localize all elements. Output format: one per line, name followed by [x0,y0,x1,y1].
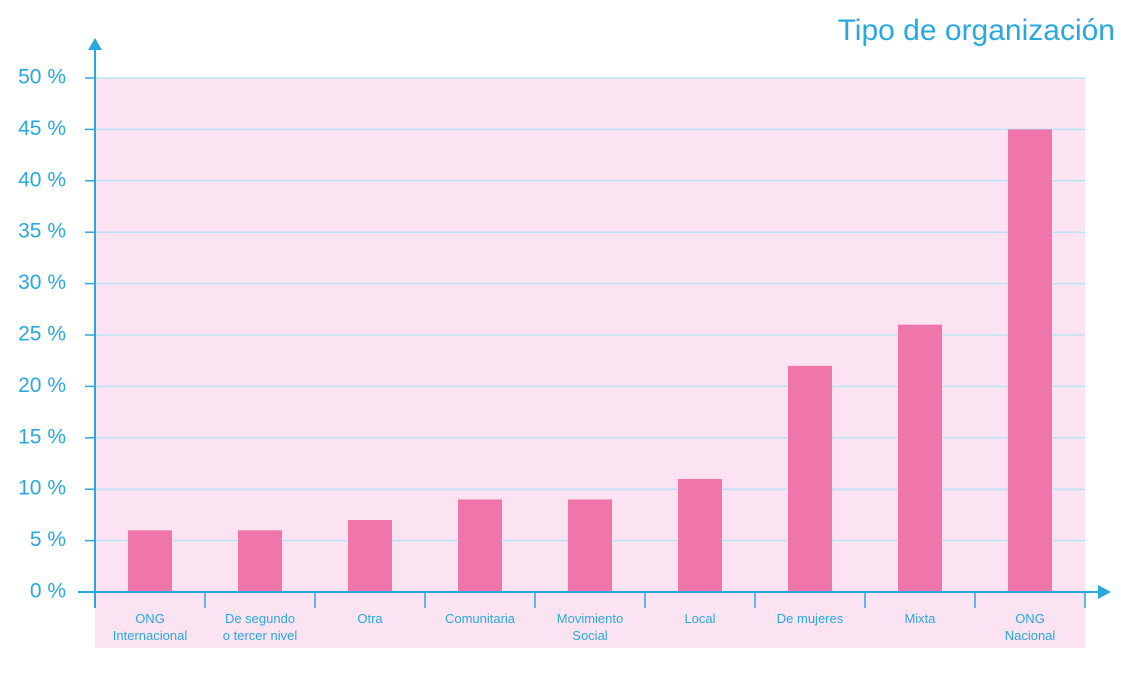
x-tick-label: De mujeres [776,611,844,626]
y-tick-label: 45 % [18,117,66,140]
x-tick-label: ONG Internacional [112,611,188,643]
x-tick-label: Comunitaria [444,611,516,626]
y-tick-label: 50 % [18,66,66,89]
chart-title: Tipo de organización [838,14,1115,47]
y-tick-label: 10 % [18,477,66,500]
x-tick-label: De segundo o tercer nivel [222,611,298,643]
y-tick-label: 40 % [18,168,66,191]
x-tick-label: ONG Nacional [1004,611,1056,643]
y-tick-label: 0 % [30,580,66,603]
y-tick-label: 5 % [30,528,66,551]
bar [238,530,282,592]
y-tick-label: 15 % [18,425,66,448]
y-axis-arrow [88,38,102,50]
y-tick-label: 25 % [18,323,66,346]
x-tick-label: Otra [357,611,383,626]
y-tick-label: 35 % [18,220,66,243]
bar [128,530,172,592]
bar [568,499,612,592]
bar [348,520,392,592]
x-tick-label: Mixta [904,611,936,626]
bar [898,324,942,592]
y-tick-label: 30 % [18,271,66,294]
bar [458,499,502,592]
x-axis-arrow [1098,585,1111,599]
bar [678,478,722,592]
bar [1008,129,1052,592]
x-tick-label: Local [684,611,716,626]
y-tick-label: 20 % [18,374,66,397]
x-tick-label: Movimiento Social [556,611,624,643]
bar [788,365,832,592]
